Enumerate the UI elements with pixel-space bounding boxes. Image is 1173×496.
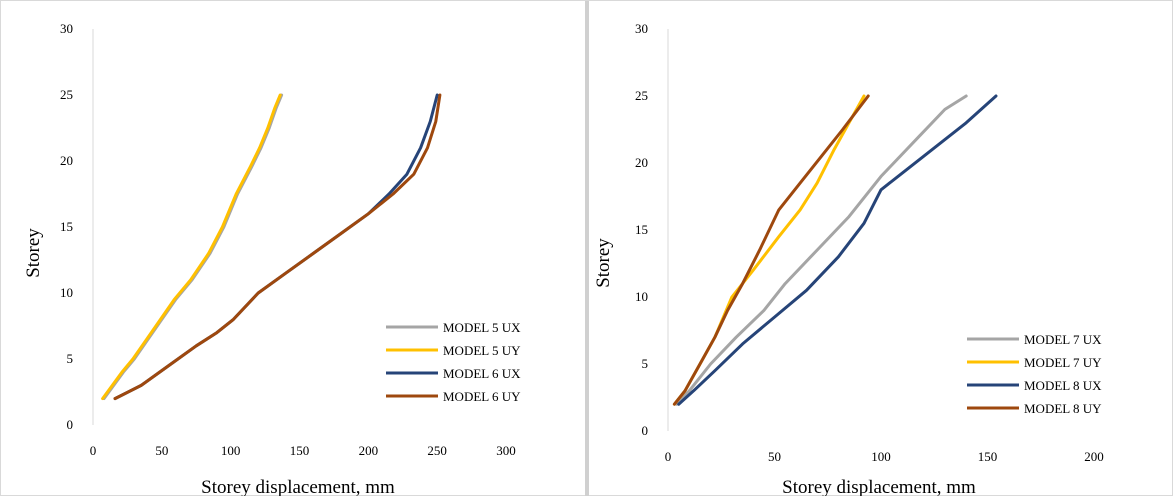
x-axis-title: Storey displacement, mm <box>201 477 395 496</box>
legend-label: MODEL 7 UY <box>1024 355 1102 370</box>
legend-label: MODEL 8 UY <box>1024 401 1102 416</box>
x-tick-label: 150 <box>978 449 998 464</box>
series-layer <box>103 95 440 399</box>
y-axis-title: Storey <box>23 228 44 278</box>
legend: MODEL 5 UX MODEL 5 UY MODEL 6 UX MODEL 6 UY <box>386 320 521 404</box>
legend-label: MODEL 5 UX <box>443 320 521 335</box>
axes: 0 5 10 15 20 25 30 0 50 100 150 200 <box>635 21 1104 464</box>
legend-label: MODEL 5 UY <box>443 343 521 358</box>
x-tick-label: 300 <box>496 443 516 458</box>
y-tick-label: 10 <box>60 285 73 300</box>
x-tick-label: 50 <box>155 443 168 458</box>
legend-label: MODEL 7 UX <box>1024 332 1102 347</box>
x-tick-label: 250 <box>427 443 447 458</box>
x-axis-title: Storey displacement, mm <box>782 477 976 496</box>
x-tick-label: 50 <box>768 449 781 464</box>
legend: MODEL 7 UX MODEL 7 UY MODEL 8 UX MODEL 8 UY <box>967 332 1102 416</box>
x-tick-label: 0 <box>90 443 97 458</box>
chart-panel-right: 0 5 10 15 20 25 30 0 50 100 150 200 MODEL 7 UX MODEL… <box>589 1 1173 496</box>
legend-label: MODEL 6 UY <box>443 389 521 404</box>
y-tick-label: 15 <box>60 219 73 234</box>
y-tick-label: 10 <box>635 289 648 304</box>
series-line-model-5-uy <box>103 95 281 399</box>
series-layer <box>674 96 996 404</box>
series-line-model-7-ux <box>677 96 967 404</box>
x-tick-label: 200 <box>1084 449 1104 464</box>
x-tick-label: 0 <box>665 449 672 464</box>
x-tick-label: 100 <box>221 443 241 458</box>
x-tick-label: 150 <box>290 443 310 458</box>
y-tick-label: 5 <box>642 356 649 371</box>
y-tick-label: 20 <box>60 153 73 168</box>
x-tick-label: 100 <box>871 449 891 464</box>
chart-panel-left: 0 5 10 15 20 25 30 0 50 100 150 200 250 300 MODEL 5 U… <box>1 1 585 496</box>
series-line-model-5-ux <box>104 95 282 399</box>
y-tick-label: 15 <box>635 222 648 237</box>
legend-label: MODEL 6 UX <box>443 366 521 381</box>
y-tick-label: 30 <box>60 21 73 36</box>
series-line-model-6-ux <box>115 95 437 399</box>
series-line-model-6-uy <box>115 95 440 399</box>
y-tick-label: 0 <box>67 417 74 432</box>
y-tick-label: 20 <box>635 155 648 170</box>
y-tick-label: 0 <box>642 423 649 438</box>
legend-label: MODEL 8 UX <box>1024 378 1102 393</box>
x-tick-label: 200 <box>359 443 379 458</box>
y-tick-label: 25 <box>60 87 73 102</box>
y-tick-label: 5 <box>67 351 74 366</box>
y-tick-label: 25 <box>635 88 648 103</box>
y-tick-label: 30 <box>635 21 648 36</box>
y-axis-title: Storey <box>593 238 614 288</box>
